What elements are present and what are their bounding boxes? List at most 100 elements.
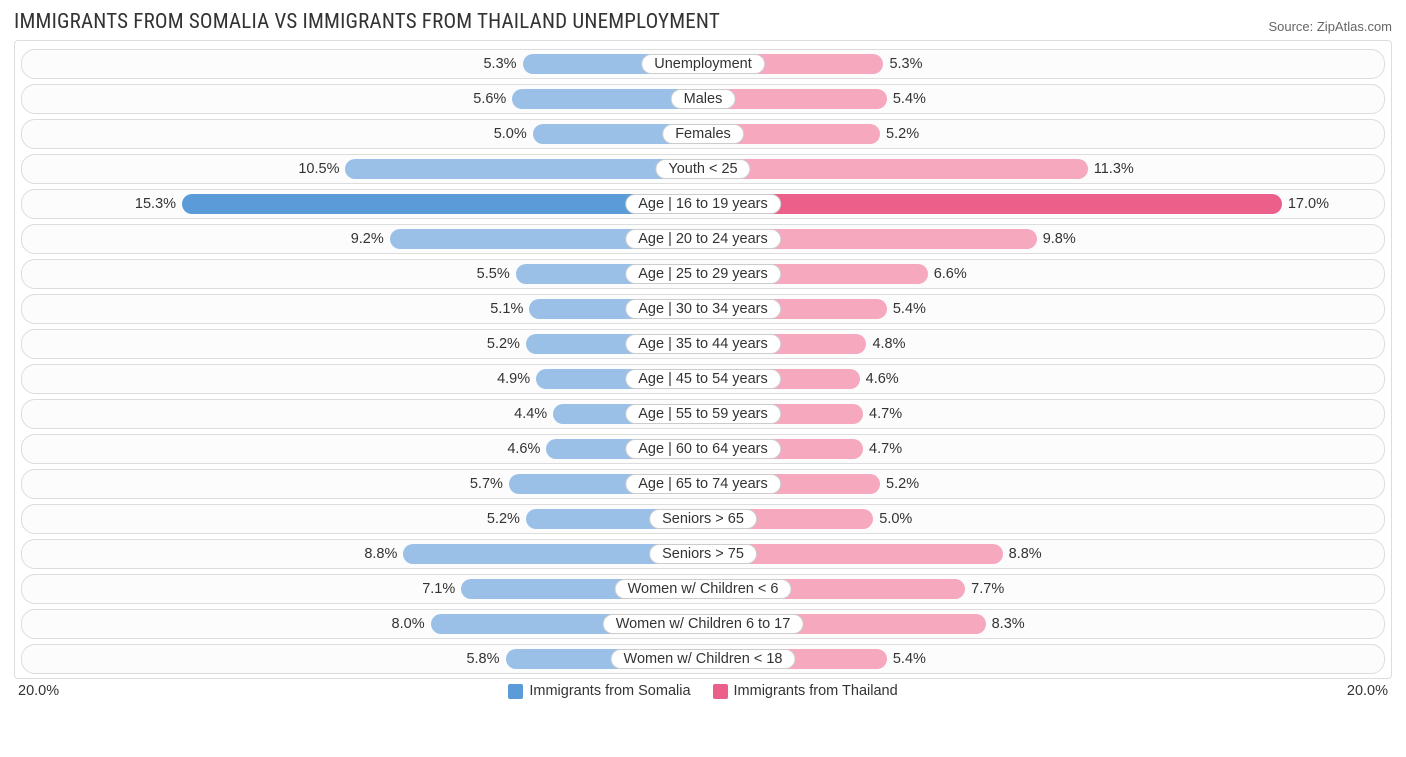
value-right: 11.3% — [1094, 155, 1134, 183]
row-left-half: 5.8% — [22, 645, 703, 673]
row-left-half: 5.6% — [22, 85, 703, 113]
row-left-half: 5.2% — [22, 505, 703, 533]
value-right: 17.0% — [1288, 190, 1329, 218]
row-right-half: 4.8% — [703, 330, 1384, 358]
row-category-label: Women w/ Children < 6 — [615, 579, 792, 599]
chart-row: 5.8% 5.4% Women w/ Children < 18 — [21, 644, 1385, 674]
chart-row: 5.0% 5.2%Females — [21, 119, 1385, 149]
chart-row: 9.2% 9.8% Age | 20 to 24 years — [21, 224, 1385, 254]
row-right-half: 8.8% — [703, 540, 1384, 568]
chart-footer: 20.0% Immigrants from Somalia Immigrants… — [14, 683, 1392, 699]
value-right: 5.3% — [889, 50, 922, 78]
value-left: 5.0% — [494, 120, 527, 148]
value-right: 7.7% — [971, 575, 1004, 603]
legend-label-right: Immigrants from Thailand — [734, 683, 898, 699]
row-category-label: Females — [662, 124, 744, 144]
row-right-half: 5.2% — [703, 120, 1384, 148]
row-category-label: Age | 25 to 29 years — [625, 264, 781, 284]
row-left-half: 8.8% — [22, 540, 703, 568]
chart-row: 5.3% 5.3% Unemployment — [21, 49, 1385, 79]
row-left-half: 5.1% — [22, 295, 703, 323]
chart-row: 15.3% 17.0% Age | 16 to 19 years — [21, 189, 1385, 219]
value-right: 8.8% — [1009, 540, 1042, 568]
chart-row: 4.4% 4.7%Age | 55 to 59 years — [21, 399, 1385, 429]
chart-header: IMMIGRANTS FROM SOMALIA VS IMMIGRANTS FR… — [14, 10, 1392, 34]
chart-row: 5.6%5.4%Males — [21, 84, 1385, 114]
row-left-half: 7.1% — [22, 575, 703, 603]
value-right: 8.3% — [992, 610, 1025, 638]
value-left: 4.6% — [507, 435, 540, 463]
value-right: 4.8% — [872, 330, 905, 358]
row-right-half: 4.6% — [703, 365, 1384, 393]
row-left-half: 10.5% — [22, 155, 703, 183]
row-right-half: 5.4% — [703, 645, 1384, 673]
axis-max-right: 20.0% — [1347, 683, 1388, 699]
value-left: 5.8% — [466, 645, 499, 673]
value-left: 4.9% — [497, 365, 530, 393]
row-right-half: 17.0% — [703, 190, 1384, 218]
row-left-half: 15.3% — [22, 190, 703, 218]
value-right: 9.8% — [1043, 225, 1076, 253]
value-left: 5.7% — [470, 470, 503, 498]
row-right-half: 8.3% — [703, 610, 1384, 638]
value-right: 5.4% — [893, 295, 926, 323]
value-right: 4.7% — [869, 435, 902, 463]
value-left: 5.2% — [487, 505, 520, 533]
chart-row: 7.1% 7.7% Women w/ Children < 6 — [21, 574, 1385, 604]
row-right-half: 9.8% — [703, 225, 1384, 253]
row-right-half: 11.3% — [703, 155, 1384, 183]
row-category-label: Unemployment — [641, 54, 765, 74]
legend-label-left: Immigrants from Somalia — [529, 683, 690, 699]
chart-row: 5.2% 4.8% Age | 35 to 44 years — [21, 329, 1385, 359]
row-category-label: Males — [671, 89, 736, 109]
row-right-half: 4.7% — [703, 435, 1384, 463]
value-right: 5.4% — [893, 645, 926, 673]
value-left: 5.3% — [483, 50, 516, 78]
row-category-label: Age | 16 to 19 years — [625, 194, 781, 214]
row-left-half: 5.3% — [22, 50, 703, 78]
chart-row: 5.7%5.2%Age | 65 to 74 years — [21, 469, 1385, 499]
chart-title: IMMIGRANTS FROM SOMALIA VS IMMIGRANTS FR… — [14, 10, 720, 34]
chart-row: 5.1% 5.4% Age | 30 to 34 years — [21, 294, 1385, 324]
value-left: 10.5% — [298, 155, 339, 183]
row-category-label: Age | 55 to 59 years — [625, 404, 781, 424]
chart-row: 5.2%5.0%Seniors > 65 — [21, 504, 1385, 534]
row-right-half: 5.4% — [703, 85, 1384, 113]
legend-swatch-right — [713, 684, 728, 699]
row-category-label: Age | 60 to 64 years — [625, 439, 781, 459]
value-right: 5.2% — [886, 470, 919, 498]
butterfly-chart: 5.3%5.3%Unemployment5.6%5.4%Males5.0%5.2… — [14, 40, 1392, 679]
row-right-half: 5.0% — [703, 505, 1384, 533]
chart-row: 5.5% 6.6% Age | 25 to 29 years — [21, 259, 1385, 289]
value-right: 6.6% — [934, 260, 967, 288]
chart-row: 4.9%4.6%Age | 45 to 54 years — [21, 364, 1385, 394]
bar-right — [703, 194, 1282, 214]
chart-row: 10.5%11.3%Youth < 25 — [21, 154, 1385, 184]
chart-source: Source: ZipAtlas.com — [1268, 19, 1392, 34]
value-right: 5.0% — [879, 505, 912, 533]
row-right-half: 5.3% — [703, 50, 1384, 78]
row-left-half: 5.5% — [22, 260, 703, 288]
chart-row: 8.0%8.3%Women w/ Children 6 to 17 — [21, 609, 1385, 639]
value-left: 5.1% — [490, 295, 523, 323]
value-left: 8.8% — [364, 540, 397, 568]
value-left: 9.2% — [351, 225, 384, 253]
row-left-half: 4.6% — [22, 435, 703, 463]
legend-swatch-left — [508, 684, 523, 699]
row-category-label: Age | 35 to 44 years — [625, 334, 781, 354]
legend: Immigrants from Somalia Immigrants from … — [508, 683, 897, 699]
value-left: 15.3% — [135, 190, 176, 218]
row-category-label: Age | 20 to 24 years — [625, 229, 781, 249]
value-left: 7.1% — [422, 575, 455, 603]
row-category-label: Women w/ Children < 18 — [611, 649, 796, 669]
row-right-half: 6.6% — [703, 260, 1384, 288]
row-left-half: 5.0% — [22, 120, 703, 148]
row-category-label: Age | 30 to 34 years — [625, 299, 781, 319]
value-left: 4.4% — [514, 400, 547, 428]
row-category-label: Women w/ Children 6 to 17 — [603, 614, 804, 634]
row-right-half: 4.7% — [703, 400, 1384, 428]
row-left-half: 9.2% — [22, 225, 703, 253]
chart-row: 4.6% 4.7% Age | 60 to 64 years — [21, 434, 1385, 464]
row-left-half: 5.2% — [22, 330, 703, 358]
row-left-half: 5.7% — [22, 470, 703, 498]
